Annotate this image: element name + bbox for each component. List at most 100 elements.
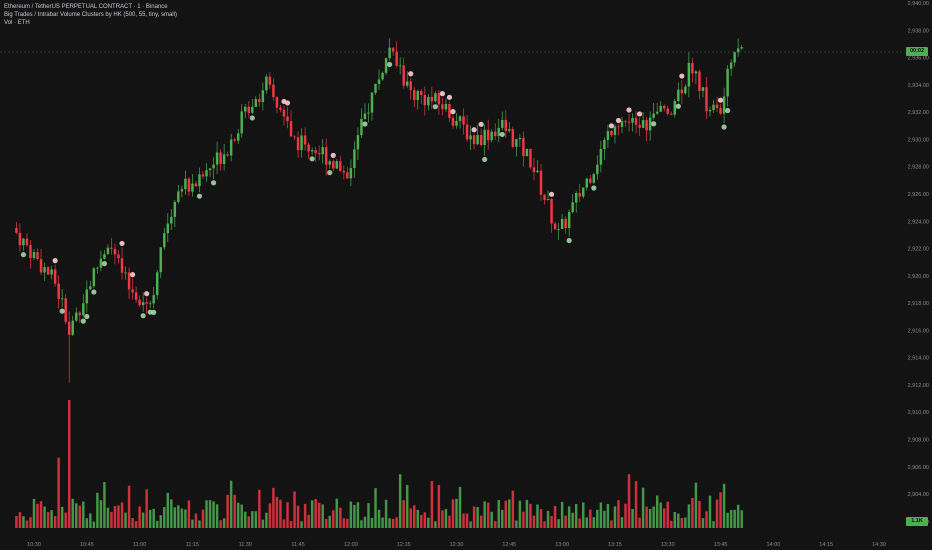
- volume-bar: [641, 487, 645, 528]
- candle-body: [342, 170, 346, 173]
- big-trade-bubble: [309, 156, 315, 162]
- volume-bar: [22, 516, 25, 528]
- candle-body: [670, 113, 673, 115]
- candle-body: [78, 312, 82, 316]
- candle-body: [398, 65, 402, 67]
- candle-body: [504, 119, 508, 131]
- candle-body: [198, 174, 201, 187]
- candle-body: [236, 133, 240, 141]
- volume-bar: [82, 501, 85, 528]
- candle-body: [113, 248, 117, 255]
- volume-bar: [567, 506, 571, 528]
- candle-body: [553, 223, 557, 230]
- candle-body: [712, 104, 715, 110]
- volume-bar: [532, 515, 536, 528]
- candle-body: [377, 79, 381, 84]
- candle-body: [465, 124, 469, 140]
- candle-body: [159, 247, 162, 273]
- big-trade-bubble: [615, 117, 622, 124]
- candle-body: [402, 65, 405, 86]
- volume-bar: [645, 506, 648, 528]
- candle-body: [409, 81, 412, 91]
- volume-bar: [451, 499, 455, 528]
- candle-body: [441, 104, 444, 110]
- volume-bar: [740, 510, 743, 528]
- big-trade-bubble: [91, 289, 97, 295]
- volume-bar: [550, 515, 553, 528]
- big-trade-bubble: [679, 73, 685, 79]
- candle-body: [180, 189, 184, 192]
- candle-body: [240, 111, 243, 134]
- indicator-title[interactable]: Big Trades / Intrabar Volume Clusters by…: [4, 12, 177, 18]
- candle-body: [437, 93, 441, 105]
- volume-bar: [518, 500, 522, 528]
- candle-body: [694, 71, 698, 74]
- candle-body: [289, 121, 293, 137]
- candle-body: [550, 199, 553, 224]
- big-trade-bubble: [721, 124, 727, 130]
- time-tick-label: 11:45: [291, 542, 304, 548]
- volume-bar: [578, 518, 581, 528]
- candle-body: [571, 202, 574, 212]
- volume-bar: [99, 500, 103, 528]
- volume-bar: [191, 519, 194, 528]
- volume-bar: [339, 507, 342, 528]
- volume-bar: [476, 507, 479, 528]
- candle-body: [131, 289, 134, 293]
- candle-body: [659, 105, 662, 112]
- price-tick-label: 2,908.00: [908, 438, 929, 444]
- candle-body: [733, 52, 736, 63]
- big-trade-bubble: [471, 127, 477, 133]
- candle-body: [148, 303, 152, 305]
- candle-body: [275, 97, 279, 108]
- candle-body: [194, 183, 198, 187]
- time-tick-label: 11:15: [186, 542, 199, 548]
- candle-body: [303, 135, 307, 145]
- time-tick-label: 12:15: [397, 542, 411, 548]
- volume-bar: [409, 508, 412, 528]
- volume-bar: [701, 518, 705, 528]
- candle-body: [18, 232, 22, 246]
- volume-bar: [50, 510, 53, 528]
- candle-body: [501, 119, 504, 128]
- volume-bar: [437, 484, 441, 528]
- volume-title[interactable]: Vol · ETH: [4, 20, 30, 26]
- big-trade-bubble: [408, 71, 414, 77]
- candle-body: [39, 259, 43, 273]
- candle-body: [201, 174, 205, 177]
- volume-bar: [219, 520, 222, 528]
- price-tick-label: 2,928.00: [908, 165, 929, 171]
- symbol-title[interactable]: Ethereum / TetherUS PERPETUAL CONTRACT ·…: [4, 4, 168, 10]
- candle-body: [451, 117, 455, 126]
- volume-bar: [103, 482, 106, 528]
- candle-body: [557, 228, 560, 230]
- candle-body: [219, 152, 222, 164]
- candle-body: [177, 191, 180, 202]
- candle-body: [64, 298, 67, 322]
- time-tick-label: 13:15: [608, 542, 622, 548]
- volume-bar: [170, 499, 173, 528]
- volume-bar: [75, 503, 78, 528]
- candle-body: [416, 91, 420, 101]
- volume-bar: [300, 521, 303, 528]
- candle-body: [603, 139, 606, 150]
- candle-body: [458, 116, 462, 121]
- candle-body: [251, 106, 254, 113]
- volume-bar: [543, 521, 546, 528]
- candle-body: [43, 267, 46, 273]
- volume-bar: [229, 480, 233, 528]
- candle-body: [29, 245, 32, 259]
- volume-bar: [289, 521, 293, 528]
- candle-body: [36, 252, 39, 260]
- volume-bar: [155, 520, 159, 528]
- time-tick-label: 10:30: [27, 542, 41, 548]
- candle-body: [265, 76, 268, 91]
- volume-bar: [194, 513, 198, 528]
- volume-bar: [134, 521, 138, 528]
- candle-body: [444, 104, 448, 110]
- candle-body: [374, 83, 377, 93]
- candle-body: [599, 149, 603, 165]
- time-axis[interactable]: 10:30 10:45 11:00 11:15 11:30 11:45 12:00 12:15…: [27, 542, 886, 548]
- volume-bar: [370, 517, 374, 528]
